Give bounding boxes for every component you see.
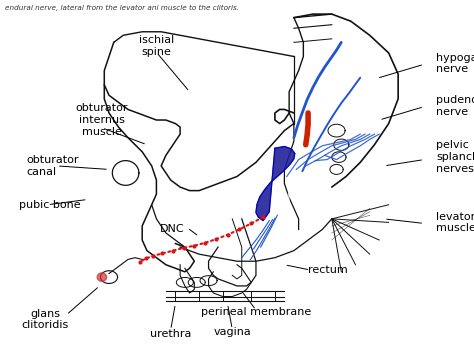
- Text: IHP: IHP: [285, 193, 303, 203]
- Text: glans
clitoridis: glans clitoridis: [21, 309, 69, 330]
- Text: levator ani
muscle: levator ani muscle: [436, 211, 474, 233]
- Text: obturator
canal: obturator canal: [26, 155, 79, 177]
- Text: endural nerve, lateral from the levator ani muscle to the clitoris.: endural nerve, lateral from the levator …: [5, 5, 239, 11]
- Polygon shape: [97, 273, 107, 281]
- Text: urethra: urethra: [150, 329, 191, 339]
- Text: vagina: vagina: [213, 327, 251, 337]
- Text: hypogastric
nerve: hypogastric nerve: [436, 53, 474, 74]
- Text: rectum: rectum: [308, 265, 348, 275]
- Text: perineal membrane: perineal membrane: [201, 307, 311, 317]
- Polygon shape: [256, 146, 295, 221]
- Text: ischial
spine: ischial spine: [139, 35, 174, 57]
- Text: obturator
internus
muscle: obturator internus muscle: [76, 103, 128, 137]
- Text: DNC: DNC: [160, 225, 185, 234]
- Text: pudendal
nerve: pudendal nerve: [436, 95, 474, 117]
- Text: pubic bone: pubic bone: [19, 200, 81, 210]
- Text: pelvic
splanchic
nerves: pelvic splanchic nerves: [436, 140, 474, 174]
